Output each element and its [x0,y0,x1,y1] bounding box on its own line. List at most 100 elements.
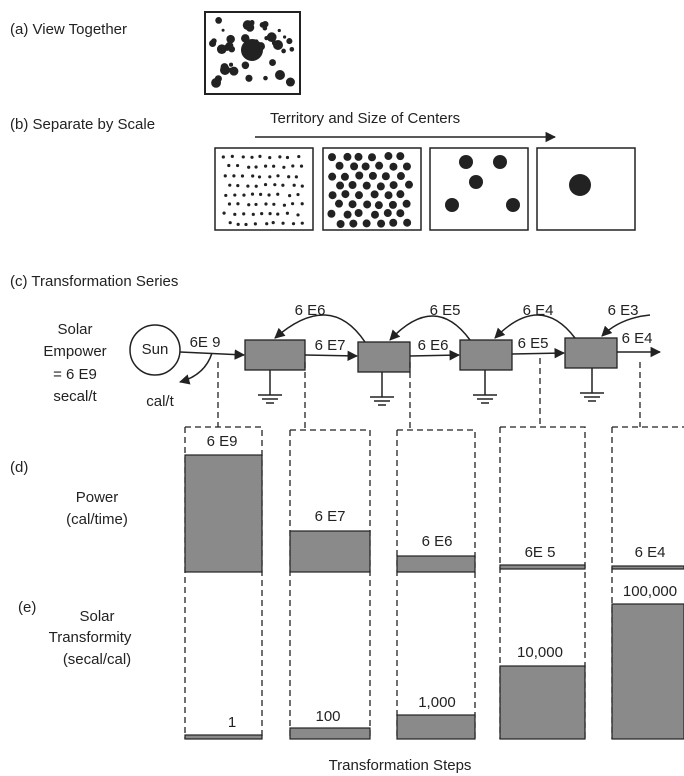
dot [222,29,225,32]
dot [389,219,397,227]
flow-label: 6 E3 [608,302,639,319]
dot [236,164,239,167]
flow-arrow [410,355,459,356]
empower-label: Empower [43,343,106,360]
dot [278,29,281,32]
dot [344,211,352,219]
dot [375,201,383,209]
dot [244,223,247,226]
heat-arrow [180,353,212,382]
scale-box [430,148,528,230]
dot [375,162,383,170]
dot [254,165,257,168]
dot [222,155,225,158]
dot [233,213,236,216]
power-bar [185,455,262,572]
empower-label: secal/t [53,388,97,405]
dot [337,220,345,228]
dot [297,155,300,158]
transformity-label: Solar [79,608,114,625]
dot [371,190,379,198]
dot [263,76,268,81]
dot [273,40,283,50]
dot [241,39,263,61]
dot [242,62,250,70]
transformity-label: Transformity [49,629,132,646]
power-value: 6 E7 [315,508,346,525]
dot [396,152,404,160]
dot [260,212,263,215]
dot [265,222,268,225]
dot [224,194,227,197]
panel-d-label: (d) [10,459,28,476]
dot [272,203,275,206]
dot [254,203,257,206]
dot [231,155,234,158]
power-bar [290,531,370,572]
transformity-value: 100,000 [623,583,677,600]
dot [254,222,257,225]
dot [255,185,258,188]
dot [292,222,295,225]
dot [403,162,411,170]
dot [224,174,227,177]
dots-b [215,148,635,230]
dot [242,155,245,158]
dot [283,35,286,38]
power-value: 6 E4 [635,544,666,561]
dot [267,32,277,42]
transformity-bar [500,666,585,739]
dot [389,163,397,171]
power-bar [612,566,684,569]
dot [403,219,411,227]
dot [227,164,230,167]
transformity-bar [612,604,684,739]
dot [296,193,299,196]
dot [246,184,249,187]
dot [222,212,225,215]
dot [301,184,304,187]
dot [396,209,404,217]
dot [264,183,267,186]
dot [355,171,363,179]
dot [328,153,336,161]
dot [229,221,232,224]
dot [281,184,284,187]
dot [295,175,298,178]
dot [301,202,304,205]
dot [286,78,295,87]
process-box [358,342,410,372]
dot [228,202,231,205]
dot [349,220,357,228]
transformity-bar [290,728,370,739]
dot [377,220,385,228]
flow-arrow [512,353,564,354]
dot [249,21,254,26]
power-label: (cal/time) [66,511,128,528]
dot [267,193,270,196]
dot [397,172,405,180]
dot [233,193,236,196]
dot [286,212,289,215]
dot [272,221,275,224]
dot [291,164,294,167]
dot [260,22,266,28]
transformity-value: 1,000 [418,694,456,711]
panel-b-label: (b) Separate by Scale [10,116,155,133]
dot [228,184,231,187]
dot [336,182,344,190]
dot [287,175,290,178]
flow-label: 6 E6 [295,302,326,319]
dot [251,193,254,196]
panel-c-label: (c) Transformation Series [10,273,178,290]
flow-label: 6 E7 [315,337,346,354]
dot [220,65,230,75]
dot [354,153,362,161]
dot [371,211,379,219]
process-box [565,338,617,368]
empower-label: Solar [57,321,92,338]
dot [282,166,285,169]
dot [341,190,349,198]
scale-box [215,148,313,230]
dot [272,165,275,168]
